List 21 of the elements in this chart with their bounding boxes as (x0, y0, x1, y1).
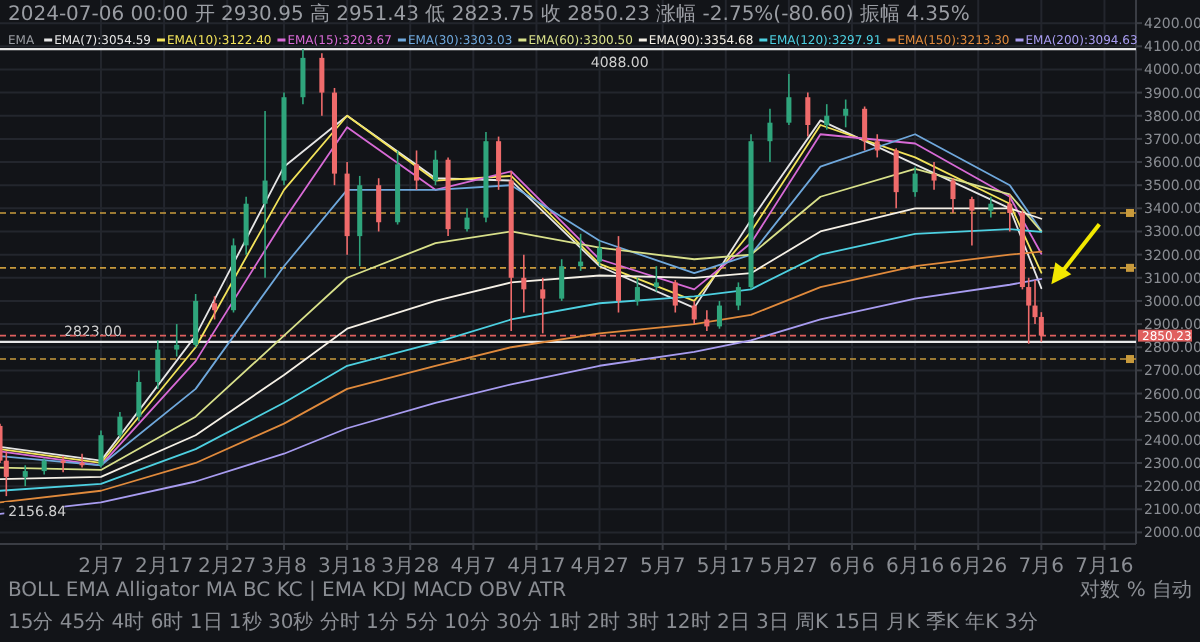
xtick: 7月16 (1075, 556, 1134, 578)
annotation: 对数 % 自动 (1080, 580, 1192, 602)
xtick: 2月7 (78, 556, 124, 578)
xtick: 6月6 (829, 556, 875, 578)
xtick: 2月27 (198, 556, 257, 578)
xtick: 5月7 (639, 556, 686, 578)
title: 2024-07-06 00:00 开 2930.95 高 2951.43 低 2823.75 收 2850.23 涨幅 -2.75%(-80.60) 振幅 4.35% (8, 4, 970, 26)
xtick: 7月6 (1018, 556, 1065, 578)
xtick: 3月18 (318, 556, 377, 578)
xtick: 4月7 (450, 556, 497, 578)
xtick: 5月17 (696, 556, 755, 578)
xtick: 6月16 (886, 556, 945, 578)
annotation: BOLL EMA Alligator MA BC KC | EMA KDJ MACD OBV ATR (8, 580, 567, 602)
xtick: 5月27 (759, 556, 818, 578)
xtick: 4月17 (507, 556, 566, 578)
xtick: 4月27 (570, 556, 629, 578)
xtick: 2月17 (135, 556, 194, 578)
xtick: 3月8 (261, 556, 307, 578)
xtick: 6月26 (949, 556, 1008, 578)
annotation: 15分 45分 4时 6时 1日 1秒 30秒 分时 1分 5分 10分 30分 1时 2时 3时 12时 2日 3日 周K 15日 月K 季K 年K 3分 (8, 612, 1038, 634)
xtick: 3月28 (381, 556, 440, 578)
